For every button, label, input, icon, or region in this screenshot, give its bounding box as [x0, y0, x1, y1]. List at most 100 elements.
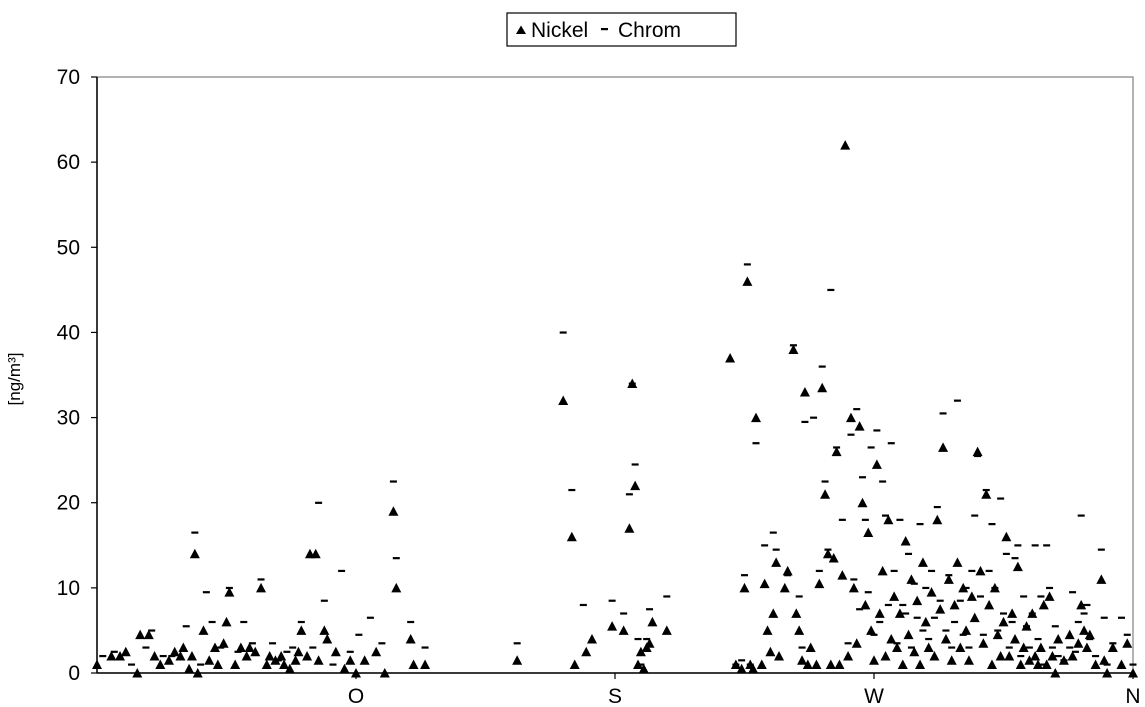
nickel-point [512, 655, 523, 665]
chrom-point [392, 557, 400, 560]
nickel-point [940, 633, 951, 644]
nickel-point [1064, 629, 1075, 640]
nickel-point [915, 659, 926, 669]
nickel-point [630, 480, 641, 491]
chrom-point [643, 637, 651, 641]
nickel-point [302, 650, 313, 661]
chrom-point [882, 514, 890, 517]
chrom-point [741, 574, 748, 577]
chrom-point [948, 646, 956, 649]
chrom-point [225, 586, 233, 590]
chrom-point [856, 608, 864, 611]
nickel-point [647, 616, 658, 627]
nickel-point [969, 612, 980, 623]
nickel-point [725, 352, 736, 363]
chrom-point [1069, 591, 1077, 594]
chrom-point [1028, 612, 1036, 615]
chrom-point [997, 497, 1005, 500]
nickel-point [756, 659, 767, 669]
chrom-point [838, 518, 846, 521]
chrom-point [899, 603, 907, 607]
chrom-point [974, 454, 982, 458]
chrom-point [769, 531, 777, 534]
nickel-point [264, 650, 275, 661]
nickel-point [261, 659, 272, 669]
chrom-point [884, 603, 892, 607]
chrom-point [795, 595, 803, 598]
nickel-point [581, 646, 592, 657]
nickel-point [1102, 668, 1113, 678]
chrom-point [789, 344, 797, 347]
chrom-point [1014, 544, 1022, 547]
nickel-point [1038, 599, 1049, 610]
chrom-point [922, 586, 930, 590]
nickel-point [805, 642, 816, 652]
nickel-point [759, 578, 770, 589]
nickel-point [143, 629, 154, 640]
nickel-point [313, 655, 324, 665]
chrom-point [873, 429, 881, 432]
nickel-point [831, 446, 842, 457]
chrom-point [620, 612, 628, 615]
nickel-point [322, 633, 333, 644]
nickel-point [635, 646, 646, 657]
nickel-point [1033, 659, 1044, 669]
chrom-point [988, 523, 996, 526]
nickel-point [825, 659, 836, 669]
chrom-point [315, 501, 323, 504]
chrom-point [824, 548, 832, 551]
nickel-point [863, 527, 874, 538]
chrom-point [1092, 654, 1100, 658]
nickel-point [986, 659, 997, 669]
nickel-point [963, 655, 974, 665]
chrom-point [1109, 642, 1117, 645]
nickel-point [284, 663, 295, 674]
nickel-point [569, 659, 580, 669]
nickel-point [155, 659, 166, 669]
chrom-point [631, 463, 639, 466]
chrom-point [168, 654, 176, 658]
nickel-point [935, 604, 946, 614]
nickel-point [845, 412, 856, 423]
chrom-point [853, 408, 861, 411]
nickel-point [296, 625, 307, 635]
chrom-point [976, 595, 984, 598]
chrom-point [208, 620, 216, 624]
nickel-point [212, 659, 223, 669]
nickel-point [906, 574, 917, 584]
chrom-point [1023, 625, 1031, 628]
chrom-point [289, 646, 297, 649]
nickel-point [1030, 650, 1041, 661]
nickel-point [279, 659, 290, 669]
chrom-point [1046, 586, 1054, 590]
nickel-point [241, 650, 252, 661]
nickel-point [984, 599, 995, 610]
nickel-point [880, 650, 891, 661]
chrom-point [378, 642, 386, 645]
nickel-point [851, 638, 862, 648]
nickel-point [923, 642, 934, 652]
nickel-point [1107, 642, 1118, 652]
chrom-point [772, 548, 780, 551]
chrom-point [1017, 654, 1025, 658]
nickel-point [244, 642, 255, 652]
nickel-point [929, 650, 940, 661]
chrom-point [1060, 659, 1068, 662]
chrom-point [910, 582, 918, 585]
nickel-point [771, 557, 782, 567]
chrom-point [732, 663, 740, 666]
chrom-point [847, 433, 855, 436]
chrom-point [355, 633, 363, 636]
chrom-point [568, 488, 576, 492]
nickel-point [230, 659, 241, 669]
chrom-point [971, 514, 979, 517]
chrom-point [939, 412, 947, 415]
chrom-point [663, 595, 671, 598]
nickel-point [1079, 625, 1090, 635]
nickel-point [175, 650, 186, 661]
chrom-point [389, 480, 397, 483]
nickel-point [903, 629, 914, 640]
chrom-point [338, 569, 346, 573]
chrom-point [191, 531, 199, 534]
